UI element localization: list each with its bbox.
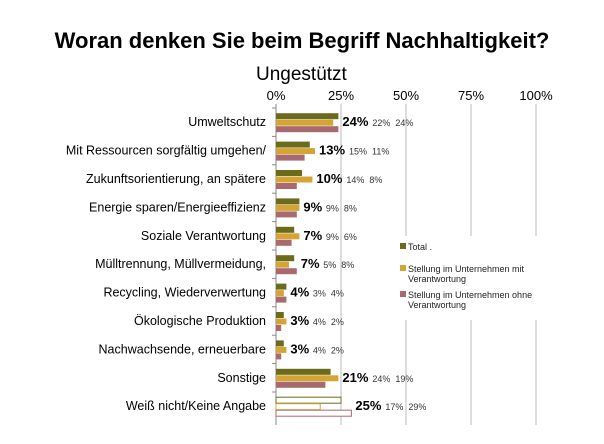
legend-swatch: [400, 243, 406, 249]
chart-title: Woran denken Sie beim Begriff Nachhaltig…: [54, 28, 550, 53]
legend-label: Total .: [408, 242, 432, 252]
data-label: 29%: [408, 402, 426, 412]
bar: [276, 204, 300, 211]
data-label: 10%: [316, 171, 342, 186]
bar: [276, 148, 315, 155]
bar: [276, 198, 300, 205]
data-label: 3%: [313, 289, 326, 299]
legend-label: Verantwortung: [408, 274, 466, 284]
bar: [276, 211, 297, 218]
data-label: 4%: [313, 317, 326, 327]
category-label: Soziale Verantwortung: [141, 229, 266, 243]
category-label: Ökologische Produktion: [134, 314, 266, 328]
data-label: 24%: [395, 118, 413, 128]
legend-label: Stellung im Unternehmen ohne: [408, 290, 532, 300]
data-label: 22%: [372, 118, 390, 128]
x-tick-label: 25%: [328, 88, 354, 103]
bar: [276, 268, 297, 275]
data-label: 2%: [331, 317, 344, 327]
bar: [275, 409, 352, 417]
data-label: 5%: [323, 260, 336, 270]
bar: [276, 261, 289, 268]
x-tick-label: 75%: [458, 88, 484, 103]
data-label: 19%: [395, 374, 413, 384]
bar: [276, 119, 334, 126]
data-label: 14%: [346, 175, 364, 185]
data-label: 17%: [385, 402, 403, 412]
data-label: 25%: [355, 398, 381, 413]
bar: [276, 255, 295, 262]
bar: [276, 126, 339, 133]
data-label: 6%: [344, 232, 357, 242]
category-label: Recycling, Wiederverwertung: [103, 286, 266, 300]
data-label: 9%: [303, 199, 322, 214]
data-label: 11%: [372, 147, 389, 157]
bar: [276, 381, 326, 388]
legend-label: Stellung im Unternehmen mit: [408, 264, 525, 274]
data-label: 3%: [290, 341, 309, 356]
bar: [276, 318, 287, 325]
data-label: 15%: [349, 147, 367, 157]
bar: [276, 154, 305, 161]
data-label: 13%: [319, 143, 345, 158]
bar: [276, 176, 313, 183]
data-label: 9%: [326, 203, 339, 213]
data-label: 8%: [369, 175, 382, 185]
legend-background: [398, 236, 538, 320]
category-label: Zukunftsorientierung, an spätere: [86, 172, 266, 186]
legend-swatch: [400, 265, 406, 271]
bar: [275, 403, 321, 411]
bar: [276, 113, 339, 120]
bar: [276, 183, 297, 189]
bar: [276, 325, 282, 331]
legend-label: Verantwortung: [408, 300, 466, 310]
data-label: 4%: [290, 285, 309, 300]
x-tick-label: 50%: [393, 88, 419, 103]
data-label: 4%: [331, 289, 344, 299]
data-label: 24%: [342, 114, 368, 129]
bar: [276, 141, 310, 148]
data-label: 7%: [301, 256, 320, 271]
category-label: Sonstige: [217, 371, 266, 385]
data-label: 3%: [290, 313, 309, 328]
bar: [276, 353, 282, 360]
data-label: 2%: [331, 345, 344, 355]
bar: [275, 396, 342, 404]
category-label: Mülltrennung, Müllvermeidung,: [95, 257, 266, 271]
legend-swatch: [400, 291, 406, 297]
data-label: 7%: [303, 228, 322, 243]
category-label: Energie sparen/Energieeffizienz: [89, 200, 266, 214]
bar: [276, 346, 287, 353]
bar: [276, 340, 284, 347]
x-tick-label: 100%: [519, 88, 553, 103]
bar: [276, 290, 284, 297]
category-label: Nachwachsende, erneuerbare: [99, 342, 267, 356]
bar: [276, 375, 339, 382]
bar: [276, 296, 287, 303]
data-label: 8%: [344, 203, 357, 213]
chart-subtitle: Ungestützt: [256, 64, 347, 85]
data-label: 9%: [326, 232, 339, 242]
data-label: 8%: [341, 260, 354, 270]
bar: [276, 170, 302, 176]
data-label: 4%: [313, 345, 326, 355]
bar: [276, 312, 284, 318]
category-label: Mit Ressourcen sorgfältig umgehen/: [66, 144, 267, 158]
x-tick-label: 0%: [267, 88, 286, 103]
data-label: 21%: [342, 370, 368, 385]
category-label: Umweltschutz: [188, 115, 266, 129]
bar: [276, 226, 295, 233]
data-label: 24%: [372, 374, 390, 384]
bar: [276, 233, 300, 240]
category-label: Weiß nicht/Keine Angabe: [126, 399, 266, 413]
bar: [276, 239, 292, 246]
bar: [276, 283, 287, 290]
bar: [276, 368, 331, 375]
